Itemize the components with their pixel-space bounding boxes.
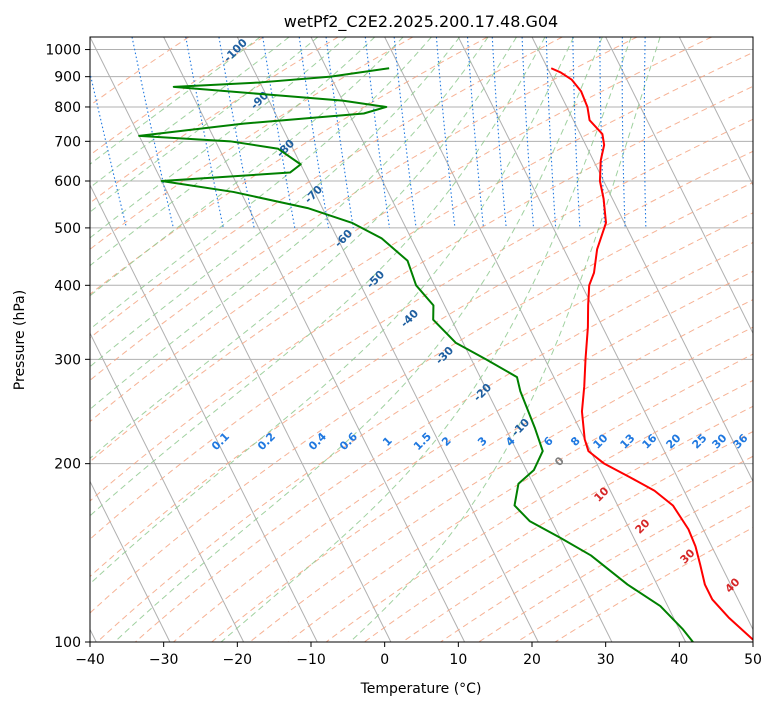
- dry-adiabat-line: [363, 405, 753, 642]
- y-tick-label: 1000: [45, 43, 81, 59]
- dry-adiabat-line: [90, 37, 264, 156]
- moist-adiabat-line: [90, 37, 489, 410]
- mixing-ratio-lines: [90, 37, 647, 229]
- isotherm-line: [605, 37, 753, 335]
- x-tick-label: 10: [449, 652, 467, 668]
- y-tick-label: 800: [54, 100, 81, 116]
- moist-adiabat-line: [90, 37, 517, 460]
- isotherm-line: [163, 37, 466, 642]
- dry-adiabat-line: [135, 241, 753, 642]
- x-tick-label: −40: [75, 652, 105, 668]
- dry-adiabat-line: [516, 503, 753, 642]
- dry-adiabat-line: [402, 430, 753, 642]
- isotherm-line: [90, 183, 318, 642]
- dry-adiabat-line: [211, 299, 753, 642]
- pressure-gridlines: [90, 49, 753, 642]
- isotherm-line: [236, 37, 539, 642]
- isotherm-line: [678, 37, 753, 187]
- isotherm-line: [90, 37, 392, 642]
- y-tick-label: 500: [54, 221, 81, 237]
- isotherm-line: [90, 332, 245, 642]
- mixing-ratio-line: [262, 37, 296, 228]
- moist-adiabat-line: [90, 37, 575, 585]
- y-tick-label: 700: [54, 134, 81, 150]
- x-tick-label: 30: [597, 652, 615, 668]
- y-axis-title: Pressure (hPa): [12, 290, 28, 390]
- x-tick-label: −10: [296, 652, 326, 668]
- profile-series: [138, 67, 753, 642]
- isotherm-line: [457, 37, 753, 631]
- mixing-ratio-line: [218, 37, 255, 229]
- chart-title: wetPf2_C2E2.2025.200.17.48.G04: [284, 12, 558, 32]
- moist-adiabat-line: [220, 37, 632, 642]
- isotherm-lines: [90, 37, 753, 642]
- dry-adiabat-line: [90, 37, 414, 250]
- mixing-ratio-line: [185, 37, 224, 229]
- dry-adiabat-line: [554, 527, 753, 642]
- moist-adiabat-line: [349, 37, 661, 642]
- dry-adiabat-line: [90, 181, 753, 614]
- mixing-ratio-line: [131, 37, 174, 229]
- x-tick-label: −30: [149, 652, 179, 668]
- mixing-ratio-line: [393, 37, 417, 228]
- y-tick-label: 400: [54, 278, 81, 294]
- x-tick-label: 20: [523, 652, 541, 668]
- dry-adiabat-lines: [90, 37, 753, 642]
- x-tick-label: 40: [670, 652, 688, 668]
- y-axis-ticks: 100 200 300 400 500 600 700 800 900 1000: [45, 43, 90, 651]
- dewpoint-profile-line: [138, 67, 694, 642]
- x-axis-title: Temperature (°C): [360, 681, 482, 697]
- x-tick-label: −20: [223, 652, 253, 668]
- dry-adiabat-line: [249, 326, 753, 642]
- mixing-ratio-line: [325, 37, 354, 228]
- x-axis-ticks: −40 −30 −20 −10 0 10 20 30 40 50: [75, 642, 762, 668]
- y-tick-label: 300: [54, 352, 81, 368]
- dry-adiabat-line: [90, 150, 753, 578]
- moist-adiabat-line: [90, 37, 376, 267]
- moist-adiabat-line: [90, 37, 261, 165]
- mixing-ratio-line: [298, 37, 330, 228]
- dry-adiabat-line: [90, 37, 488, 295]
- x-tick-label: 50: [744, 652, 762, 668]
- isotherm-line: [90, 480, 171, 642]
- moist-adiabat-lines: [90, 37, 661, 642]
- dry-adiabat-line: [173, 270, 753, 642]
- moist-adiabat-line: [90, 37, 461, 368]
- temperature-profile-line: [550, 67, 753, 642]
- y-tick-label: 100: [54, 635, 81, 651]
- moist-adiabat-line: [114, 37, 603, 642]
- y-tick-label: 200: [54, 457, 81, 473]
- dry-adiabat-line: [90, 37, 638, 381]
- dry-adiabat-line: [440, 455, 753, 642]
- dry-adiabat-line: [478, 479, 753, 642]
- isotherm-line: [384, 37, 687, 642]
- mixing-ratio-line: [364, 37, 391, 228]
- x-tick-label: 0: [380, 652, 389, 668]
- moist-adiabat-line: [90, 37, 546, 517]
- isotherm-line: [531, 37, 753, 483]
- plot-frame: [89, 36, 754, 643]
- moist-adiabat-line: [90, 37, 319, 213]
- dry-adiabat-line: [90, 37, 712, 423]
- y-tick-label: 600: [54, 174, 81, 190]
- y-tick-label: 900: [54, 70, 81, 86]
- dry-adiabat-line: [90, 118, 753, 540]
- dry-adiabat-line: [96, 212, 753, 642]
